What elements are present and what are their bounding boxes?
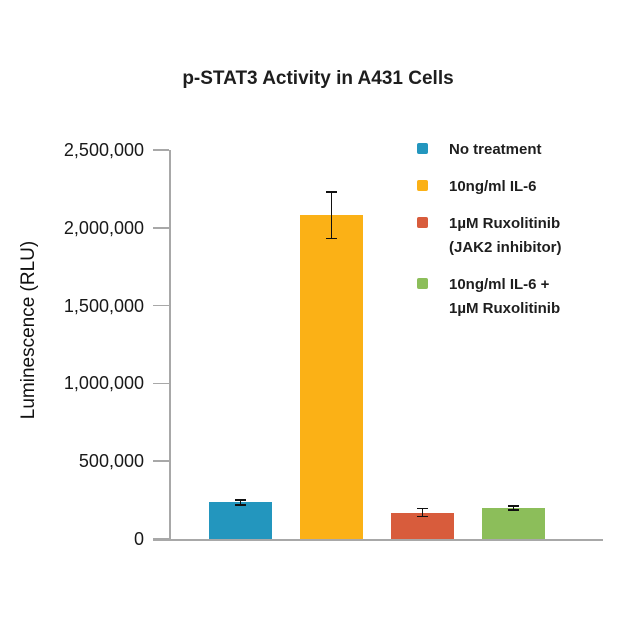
error-bar-il6-ruxolitinib [512, 506, 515, 510]
error-bar-cap [326, 191, 337, 193]
legend-swatch-no-treatment [417, 143, 428, 154]
bar-il6-ruxolitinib [482, 507, 545, 539]
legend-label: 10ng/ml IL-6 [449, 175, 537, 199]
error-bar-cap [508, 505, 519, 507]
y-tick-mark [153, 304, 169, 307]
bar-no-treatment [209, 502, 272, 539]
y-axis-line [169, 150, 171, 539]
y-tick-label: 2,000,000 [63, 217, 144, 238]
y-tick-mark [153, 227, 169, 229]
error-bar-ruxolitinib [421, 508, 424, 517]
legend-item-no-treatment: No treatment [417, 138, 562, 162]
legend-label-line: No treatment [449, 141, 542, 158]
y-tick-mark [153, 538, 169, 540]
legend-item-il6-ruxolitinib: 10ng/ml IL-6 + 1µM Ruxolitinib [417, 273, 562, 321]
error-bar-no-treatment [239, 500, 242, 505]
legend-swatch-ruxolitinib [417, 217, 428, 228]
error-bar-cap [417, 515, 428, 518]
y-tick-label: 500,000 [78, 451, 144, 472]
legend-label-line: 10ng/ml IL-6 [449, 178, 537, 195]
y-tick-label: 1,500,000 [63, 295, 144, 316]
legend-item-il6: 10ng/ml IL-6 [417, 175, 562, 199]
y-tick-mark [153, 382, 169, 385]
error-bar-cap [235, 503, 246, 506]
legend-item-ruxolitinib: 1µM Ruxolitinib (JAK2 inhibitor) [417, 212, 562, 260]
bar-il6 [300, 215, 363, 539]
x-axis-line [153, 539, 603, 541]
y-tick-label: 0 [133, 529, 144, 549]
legend-label-line: (JAK2 inhibitor) [449, 239, 562, 256]
legend-label-line: 1µM Ruxolitinib [449, 215, 561, 232]
legend-label-line: 1µM Ruxolitinib [449, 300, 561, 317]
legend-swatch-il6 [417, 180, 428, 191]
error-bar-cap [417, 507, 428, 510]
error-bar-cap [508, 508, 519, 511]
legend-label: 1µM Ruxolitinib (JAK2 inhibitor) [449, 212, 562, 260]
legend-swatch-il6-ruxolitinib [417, 278, 428, 289]
chart-title: p-STAT3 Activity in A431 Cells [182, 68, 454, 89]
legend-label: 10ng/ml IL-6 + 1µM Ruxolitinib [449, 273, 560, 321]
legend-label: No treatment [449, 138, 542, 162]
error-bar-il6 [330, 192, 333, 239]
y-tick-mark [153, 460, 169, 462]
legend: No treatment 10ng/ml IL-6 1µM Ruxolitinib (… [417, 138, 562, 321]
error-bar-cap [235, 499, 246, 501]
error-bar-cap [326, 237, 337, 240]
plot-area [169, 150, 603, 539]
y-tick-mark [153, 149, 169, 151]
y-tick-label: 1,000,000 [63, 373, 144, 394]
y-tick-label: 2,500,000 [63, 140, 144, 160]
legend-label-line: 10ng/ml IL-6 + [449, 276, 550, 293]
